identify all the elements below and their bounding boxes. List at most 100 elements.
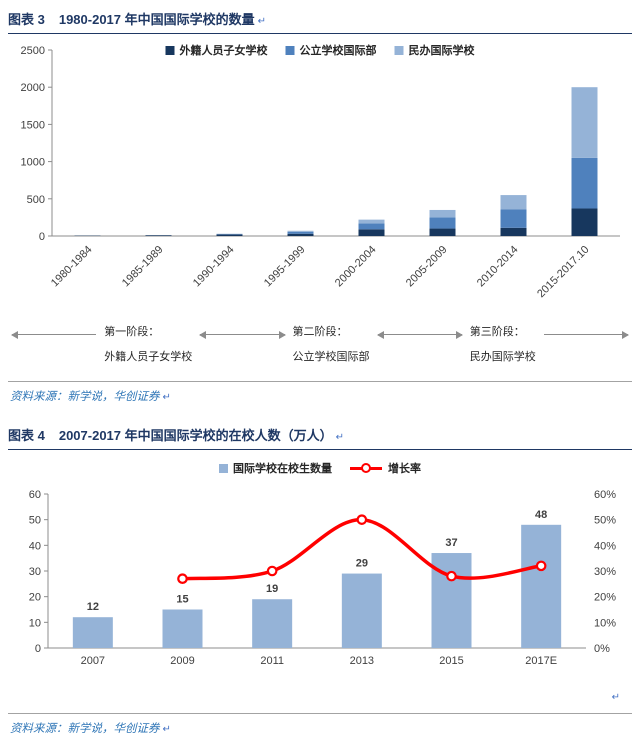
students-combo-chart: 0 10 20 30 40 50 60 0% 10% 20% 30% 40% 50% 60% 12 2007 1…	[8, 480, 632, 691]
figure4-title: 2007-2017 年中国国际学校的在校人数（万人）	[58, 428, 333, 443]
right-tick-label: 50%	[594, 515, 616, 527]
timeline-stage-1: 第一阶段： 外籍人员子女学校	[96, 319, 200, 364]
legend-label: 增长率	[388, 463, 421, 475]
students-chart-canvas: 0 10 20 30 40 50 60 0% 10% 20% 30% 40% 50% 60% 12 2007 1…	[29, 489, 616, 667]
stage3-type-label: 民办国际学校	[469, 351, 536, 363]
bar-segment	[500, 227, 527, 236]
bar-segment	[358, 223, 385, 230]
category-label: 1990-1994	[191, 244, 237, 290]
legend-label: 国际学校在校生数量	[233, 463, 332, 475]
legend-item: 增长率	[350, 460, 421, 476]
bar-segment	[287, 231, 314, 234]
bar-segment	[571, 87, 598, 158]
bar-data-label: 48	[535, 509, 547, 521]
stage2-phase-label: 第二阶段：	[292, 326, 348, 338]
timeline-stage-2: 第二阶段： 公立学校国际部	[285, 319, 378, 364]
figure3-title: 1980-2017 年中国国际学校的数量	[58, 12, 255, 27]
category-label: 1995-1999	[262, 244, 308, 290]
category-label: 2015	[439, 655, 463, 667]
right-tick-label: 10%	[594, 617, 616, 629]
y-tick-label: 2000	[21, 82, 45, 94]
figure3-label: 图表 3	[8, 12, 45, 27]
student-bar	[521, 524, 562, 648]
series-swatch-icon	[394, 45, 404, 55]
bar-segment	[145, 235, 172, 236]
legend-item: 公立学校国际部	[285, 42, 377, 58]
bar-segment	[429, 217, 456, 229]
left-tick-label: 20	[29, 592, 41, 604]
schools-chart-canvas: 0 500 1000 1500 2000 2500 1980-1984 1985-1989 19…	[21, 45, 620, 301]
category-label: 2015-2017.10	[535, 244, 592, 301]
paragraph-mark-icon: ↵	[611, 692, 620, 703]
figure4-header: 图表 4 2007-2017 年中国国际学校的在校人数（万人） ↵	[8, 422, 632, 450]
figure3-source-row: 资料来源：新学说，华创证券 ↵	[8, 381, 632, 412]
y-tick-label: 500	[27, 194, 45, 206]
bar-data-label: 37	[445, 537, 457, 549]
stage3-phase-label: 第三阶段：	[469, 326, 525, 338]
legend-item: 民办国际学校	[394, 42, 475, 58]
figure4-source-text: 资料来源：新学说，华创证券	[10, 723, 160, 735]
paragraph-mark-icon: ↵	[257, 16, 267, 27]
bar-segment	[429, 228, 456, 236]
bar-data-label: 29	[356, 558, 368, 570]
schools-stacked-chart: 0 500 1000 1500 2000 2500 1980-1984 1985-1989 19…	[8, 38, 632, 317]
legend-label: 外籍人员子女学校	[179, 45, 268, 57]
bar-data-label: 15	[176, 594, 188, 606]
paragraph-mark-row: ↵	[8, 691, 632, 703]
left-tick-label: 40	[29, 540, 41, 552]
bar-data-label: 19	[266, 583, 278, 595]
series-swatch-icon	[219, 463, 228, 473]
student-bar	[162, 609, 203, 648]
category-label: 2010-2014	[475, 244, 521, 290]
students-chart-legend: 国际学校在校生数量 增长率	[8, 460, 632, 476]
category-label: 2000-2004	[333, 244, 379, 290]
timeline-arrow-icon	[10, 330, 97, 339]
line-marker-icon	[356, 514, 368, 525]
line-marker-icon	[177, 573, 188, 584]
line-marker-swatch-icon	[350, 466, 382, 470]
left-tick-label: 0	[35, 643, 41, 655]
figure3-header: 图表 3 1980-2017 年中国国际学校的数量 ↵	[8, 6, 632, 34]
student-bar	[72, 617, 113, 648]
timeline-stage-3: 第三阶段： 民办国际学校	[462, 319, 544, 364]
right-tick-label: 40%	[594, 540, 616, 552]
legend-item: 国际学校在校生数量	[219, 460, 332, 476]
line-marker-icon	[535, 560, 547, 572]
timeline-arrow-icon	[199, 330, 286, 339]
timeline-arrow-icon	[376, 330, 464, 339]
student-bar	[252, 599, 293, 648]
bar-segment	[287, 230, 314, 232]
legend-label: 公立学校国际部	[299, 45, 377, 57]
paragraph-mark-icon: ↵	[162, 724, 171, 735]
y-tick-label: 0	[39, 231, 45, 243]
legend-label: 民办国际学校	[408, 45, 475, 57]
bar-segment	[571, 157, 598, 209]
category-label: 2011	[260, 655, 284, 667]
line-marker-icon	[446, 570, 457, 582]
category-label: 2013	[350, 655, 374, 667]
paragraph-mark-icon: ↵	[162, 392, 171, 403]
left-tick-label: 50	[29, 515, 41, 527]
category-label: 1980-1984	[49, 244, 95, 290]
development-timeline: 第一阶段： 外籍人员子女学校 第二阶段： 公立学校国际部 第三阶段： 民办国际学…	[10, 319, 630, 371]
left-tick-label: 30	[29, 566, 41, 578]
stage2-type-label: 公立学校国际部	[292, 351, 370, 363]
left-tick-label: 10	[29, 617, 41, 629]
right-tick-label: 0%	[594, 643, 610, 655]
bar-segment	[429, 209, 456, 218]
line-marker-icon	[266, 565, 278, 577]
bar-segment	[358, 219, 385, 224]
category-label: 2007	[81, 655, 105, 667]
bar-data-label: 12	[87, 601, 99, 613]
category-label: 2009	[170, 655, 194, 667]
series-swatch-icon	[285, 45, 295, 55]
bar-segment	[358, 229, 385, 236]
left-tick-label: 60	[29, 489, 41, 501]
y-tick-label: 1000	[21, 157, 45, 169]
y-tick-label: 1500	[21, 119, 45, 131]
category-label: 2017E	[525, 655, 557, 667]
category-label: 1985-1989	[120, 244, 166, 290]
right-tick-label: 30%	[594, 566, 616, 578]
right-tick-label: 20%	[594, 592, 616, 604]
